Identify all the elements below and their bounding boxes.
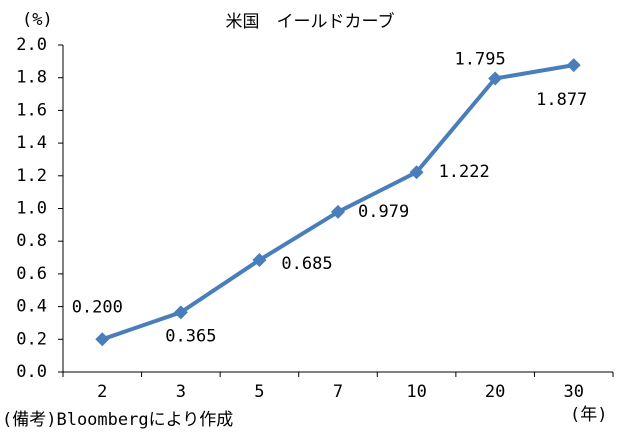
x-tick-label: 30 — [563, 382, 583, 402]
marker — [331, 204, 345, 219]
y-tick-label: 1.2 — [16, 166, 47, 186]
x-tick-label: 10 — [406, 382, 426, 402]
x-tick-label: 7 — [333, 382, 343, 402]
marker — [409, 165, 424, 180]
data-label: 0.979 — [358, 202, 409, 222]
y-tick-label: 0.2 — [16, 329, 47, 349]
x-tick-label: 2 — [97, 382, 107, 402]
x-unit: (年) — [570, 405, 607, 425]
data-label: 1.795 — [455, 50, 506, 70]
data-label: 1.222 — [439, 162, 490, 182]
y-tick-label: 0.4 — [16, 297, 47, 317]
y-tick-label: 1.0 — [16, 199, 47, 219]
x-tick-label: 5 — [254, 382, 264, 402]
marker — [252, 253, 267, 268]
marker — [488, 71, 503, 86]
y-tick-label: 1.6 — [16, 100, 47, 120]
note: (備考)Bloombergにより作成 — [2, 410, 233, 430]
marker — [95, 332, 110, 347]
data-label: 0.200 — [72, 297, 123, 317]
y-tick-label: 0.8 — [16, 231, 47, 251]
marker — [173, 305, 188, 320]
y-tick-label: 2.0 — [16, 35, 47, 55]
y-tick-label: 1.4 — [16, 133, 47, 153]
x-tick-label: 20 — [485, 382, 505, 402]
data-label: 0.365 — [165, 326, 216, 346]
data-label: 1.877 — [536, 90, 587, 110]
y-tick-label: 0.0 — [16, 362, 47, 382]
data-label: 0.685 — [281, 254, 332, 274]
y-unit: (%) — [22, 10, 53, 30]
chart-title: 米国 イールドカーブ — [226, 11, 395, 32]
line — [101, 63, 575, 342]
y-tick-label: 0.6 — [16, 264, 47, 284]
y-tick-label: 1.8 — [16, 68, 47, 88]
marker — [566, 58, 581, 73]
x-tick-label: 3 — [176, 382, 186, 402]
